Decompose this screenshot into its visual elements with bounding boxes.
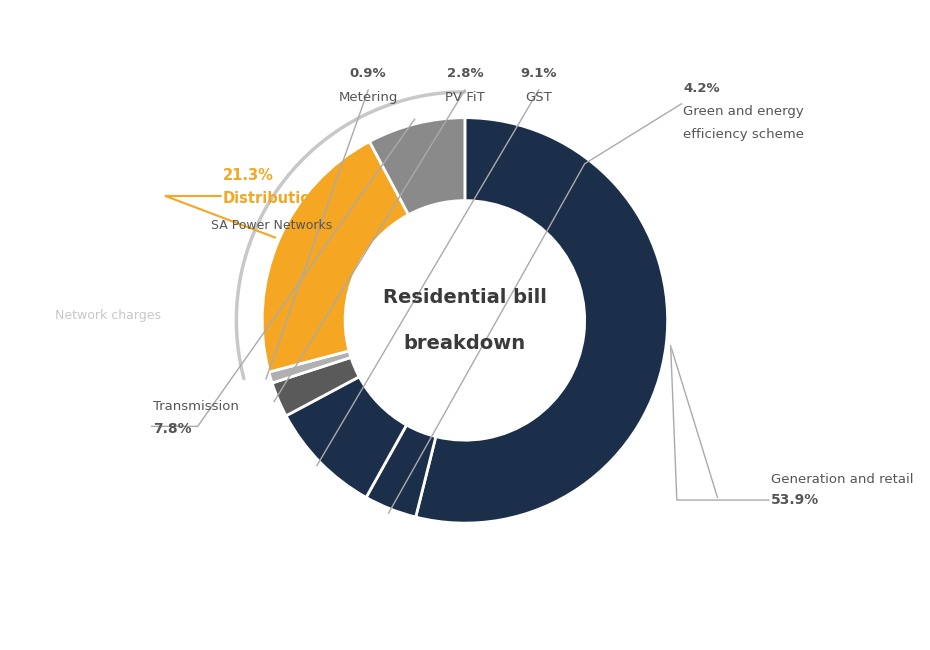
Wedge shape [366,425,436,517]
Text: 9.1%: 9.1% [521,67,557,80]
Text: 53.9%: 53.9% [771,493,819,507]
Text: 0.9%: 0.9% [350,67,387,80]
Text: 4.2%: 4.2% [684,82,720,95]
Text: GST: GST [525,91,552,104]
Text: Distribution: Distribution [222,191,321,206]
Text: SA Power Networks: SA Power Networks [211,219,333,232]
Text: Residential bill: Residential bill [383,288,547,307]
Wedge shape [262,142,408,372]
Wedge shape [269,351,351,383]
Text: Metering: Metering [339,91,398,104]
Text: Transmission: Transmission [153,400,239,413]
Wedge shape [369,118,465,214]
Text: breakdown: breakdown [404,334,526,353]
Text: Green and energy: Green and energy [684,105,804,118]
Wedge shape [272,358,359,416]
Wedge shape [416,118,668,523]
Text: PV FiT: PV FiT [445,91,485,104]
Text: 7.8%: 7.8% [153,422,193,436]
Text: Generation and retail: Generation and retail [771,473,913,486]
Text: efficiency scheme: efficiency scheme [684,128,804,141]
Text: Network charges: Network charges [55,309,161,322]
Text: 21.3%: 21.3% [222,168,273,183]
Text: 2.8%: 2.8% [446,67,484,80]
Wedge shape [286,377,406,497]
